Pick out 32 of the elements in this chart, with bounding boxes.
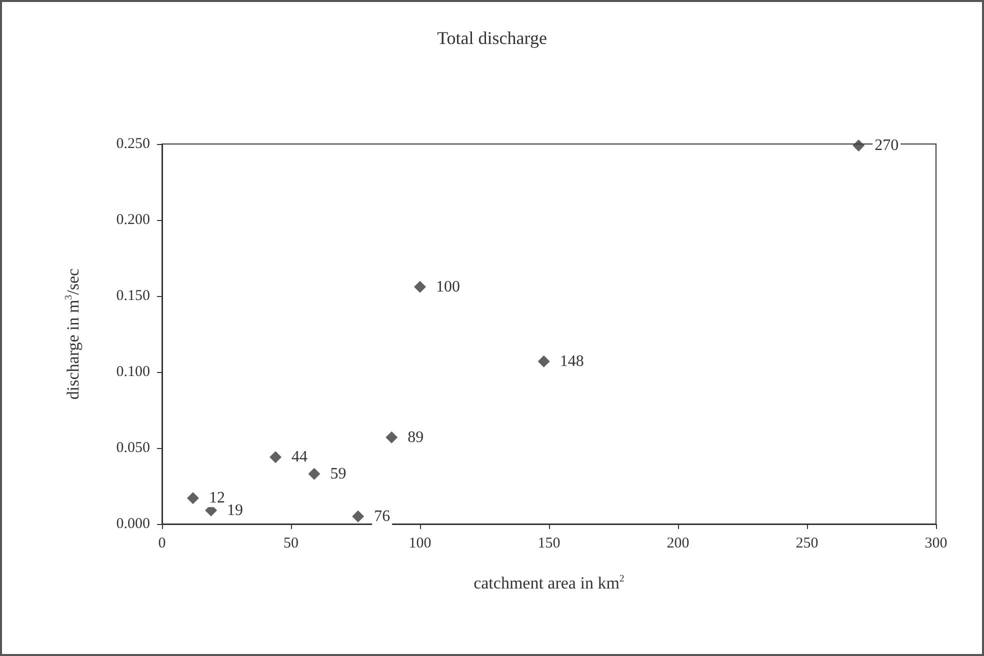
- y-tick-label: 0.150: [116, 288, 150, 304]
- x-tick-label: 150: [538, 536, 560, 552]
- y-tick-label: 0.000: [116, 516, 150, 532]
- annotation: 89: [408, 428, 424, 446]
- point: [538, 355, 550, 368]
- point: [852, 140, 865, 152]
- annotation: 44: [292, 448, 308, 466]
- point: [270, 451, 282, 464]
- x-tick-label: 50: [284, 536, 298, 552]
- chart-title: Total discharge: [437, 28, 547, 48]
- y-axis-title: discharge in m3/sec: [64, 268, 82, 400]
- annotation: 76: [374, 508, 390, 525]
- y-tick-label: 0.250: [116, 136, 150, 152]
- annotation: 12: [208, 490, 225, 507]
- x-tick-label: 250: [796, 536, 818, 552]
- x-tick-label: 0: [158, 536, 166, 552]
- x-tick-label: 300: [924, 536, 948, 552]
- point: [414, 280, 426, 293]
- annotation: 100: [436, 278, 460, 296]
- x-tick-label: 100: [408, 536, 432, 552]
- annotation: 19: [227, 502, 244, 519]
- x-tick-label: 200: [666, 536, 690, 552]
- annotation: 270: [874, 137, 899, 154]
- point: [186, 492, 199, 504]
- y-tick-label: 0.050: [116, 440, 150, 456]
- point: [308, 468, 320, 480]
- annotation: 59: [330, 465, 346, 482]
- point: [386, 431, 398, 444]
- y-tick-label: 0.200: [116, 212, 150, 228]
- annotation: 148: [560, 352, 584, 370]
- y-tick-label: 0.100: [116, 364, 150, 380]
- point: [352, 510, 364, 522]
